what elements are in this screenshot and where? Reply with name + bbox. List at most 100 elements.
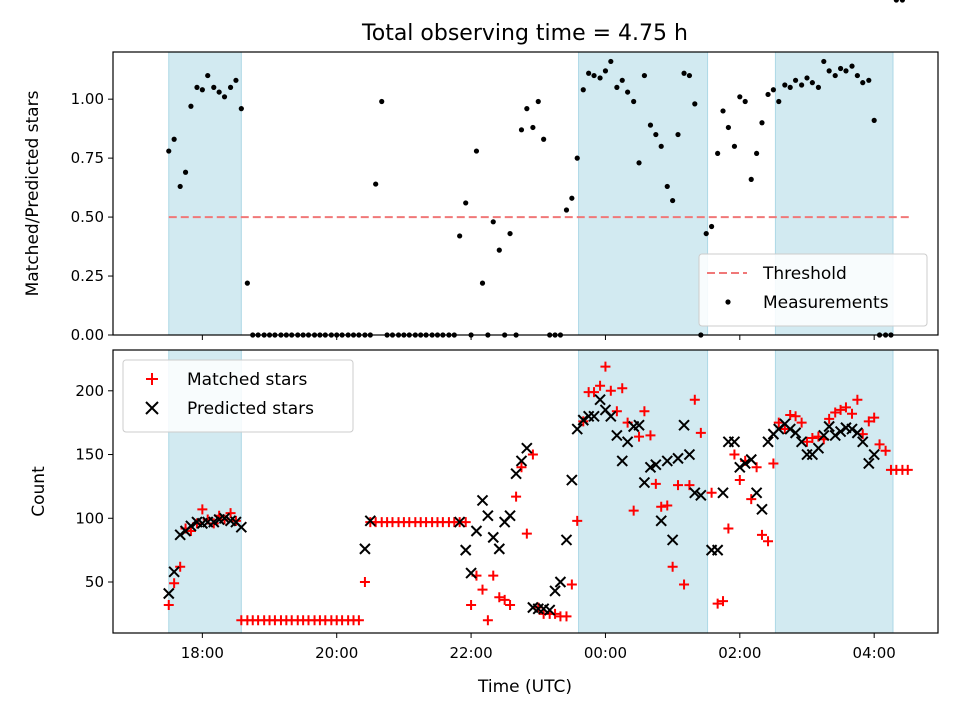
matched-stars-point xyxy=(679,579,690,590)
matched-stars-point xyxy=(768,458,779,469)
measurement-point xyxy=(770,87,777,93)
measurement-point xyxy=(244,280,250,286)
matched-stars-point xyxy=(830,407,841,418)
matched-stars-point xyxy=(718,596,729,607)
matched-stars-point xyxy=(611,406,622,417)
matched-stars-point xyxy=(639,406,650,417)
matched-stars-point xyxy=(723,523,734,534)
predicted-stars-point xyxy=(605,410,617,422)
measurement-point xyxy=(535,98,541,105)
bot-y-tick-label: 150 xyxy=(75,446,104,464)
predicted-stars-point xyxy=(571,423,583,435)
matched-stars-point xyxy=(790,411,801,422)
matched-stars-point xyxy=(359,577,370,588)
measurement-point xyxy=(776,98,782,105)
top-y-tick-label: 0.50 xyxy=(71,208,104,226)
measurement-point xyxy=(692,101,698,107)
matched-stars-point xyxy=(840,402,851,413)
predicted-stars-point xyxy=(734,461,746,473)
measurement-point xyxy=(670,197,676,204)
predicted-stars-point xyxy=(868,448,880,461)
measurement-point xyxy=(731,143,738,149)
matched-stars-point xyxy=(880,445,891,456)
matched-stars-point xyxy=(852,394,863,405)
predicted-stars-point xyxy=(566,474,578,486)
measurement-point xyxy=(815,84,822,90)
measurement-point xyxy=(496,247,502,253)
predicted-stars-point xyxy=(185,520,197,532)
predicted-stars-point xyxy=(482,510,494,522)
x-axis-label: Time (UTC) xyxy=(477,677,572,697)
predicted-stars-point xyxy=(857,436,869,448)
matched-stars-point xyxy=(706,487,717,498)
predicted-stars-point xyxy=(515,455,528,467)
matched-stars-point xyxy=(734,475,745,486)
matched-stars-point xyxy=(499,594,510,605)
measurement-point xyxy=(826,68,832,74)
predicted-stars-point xyxy=(750,487,763,499)
measurement-point xyxy=(843,68,849,74)
measurement-point xyxy=(866,77,872,83)
measurement-point xyxy=(574,155,580,161)
matched-stars-point xyxy=(902,464,913,475)
measurement-point xyxy=(754,150,760,157)
bot-y-tick-label: 100 xyxy=(75,509,104,527)
predicted-stars-point xyxy=(594,394,606,406)
measurement-point xyxy=(580,87,586,93)
predicted-stars-point xyxy=(650,459,662,471)
matched-stars-point xyxy=(673,480,684,491)
legend-measurement-marker xyxy=(725,299,731,305)
bottom-y-ticks: 50 100 150 200 xyxy=(75,382,113,591)
top-axes-frame xyxy=(112,51,939,336)
measurement-point xyxy=(792,77,799,83)
predicted-stars-point xyxy=(510,467,522,480)
count-panel: 18:00 20:00 22:00 00:00 02:00 04:00 50 100 150 2… xyxy=(29,350,939,662)
top-y-tick-label: 1.00 xyxy=(71,90,104,108)
predicted-stars-point xyxy=(795,436,808,448)
measurement-point xyxy=(742,98,748,105)
measurement-point xyxy=(681,70,687,76)
predicted-stars-point xyxy=(521,442,533,454)
measurement-point xyxy=(720,108,726,114)
predicted-stars-point xyxy=(560,534,573,546)
predicted-stars-point xyxy=(672,452,684,465)
bot-legend-box xyxy=(122,359,354,433)
predicted-stars-point xyxy=(465,567,477,579)
matched-stars-point xyxy=(785,410,796,421)
bot-y-tick-label: 50 xyxy=(85,573,104,591)
matched-stars-point xyxy=(353,615,364,626)
measurement-point xyxy=(787,84,793,90)
predicted-stars-point xyxy=(163,587,175,600)
top-legend: Threshold Measurements xyxy=(698,253,928,327)
predicted-stars-point xyxy=(554,576,567,588)
predicted-stars-point xyxy=(621,436,634,448)
measurement-point xyxy=(636,160,642,166)
measurement-point xyxy=(871,117,877,123)
measurement-point xyxy=(211,84,217,90)
measurement-point xyxy=(619,77,625,83)
predicted-stars-point xyxy=(476,494,489,507)
chart-title: Total observing time = 4.75 h xyxy=(361,21,688,46)
predicted-stars-point xyxy=(739,457,751,470)
predicted-stars-point xyxy=(728,436,741,448)
top-y-ticks: 0.00 0.25 0.50 0.75 1.00 xyxy=(71,90,113,344)
measurement-point xyxy=(591,72,597,79)
measurement-point xyxy=(188,103,194,109)
measurement-point xyxy=(821,58,827,65)
x-tick-label: 18:00 xyxy=(181,644,224,662)
predicted-stars-point xyxy=(487,531,499,544)
matched-stars-point xyxy=(527,449,538,460)
ratio-panel: 0.00 0.25 0.50 0.75 1.00 Matched/Predicted s… xyxy=(23,0,939,344)
predicted-stars-point xyxy=(577,414,589,426)
predicted-stars-point xyxy=(846,423,858,435)
measurement-point xyxy=(490,219,496,225)
bottom-legend: Matched stars Predicted stars xyxy=(122,359,354,433)
matched-stars-point xyxy=(561,611,572,622)
matched-stars-point xyxy=(600,361,611,372)
matched-stars-point xyxy=(511,491,522,502)
predicted-stars-point xyxy=(655,515,667,527)
measurement-point xyxy=(759,120,765,126)
predicted-stars-point xyxy=(359,543,371,555)
predicted-stars-point xyxy=(504,510,516,522)
